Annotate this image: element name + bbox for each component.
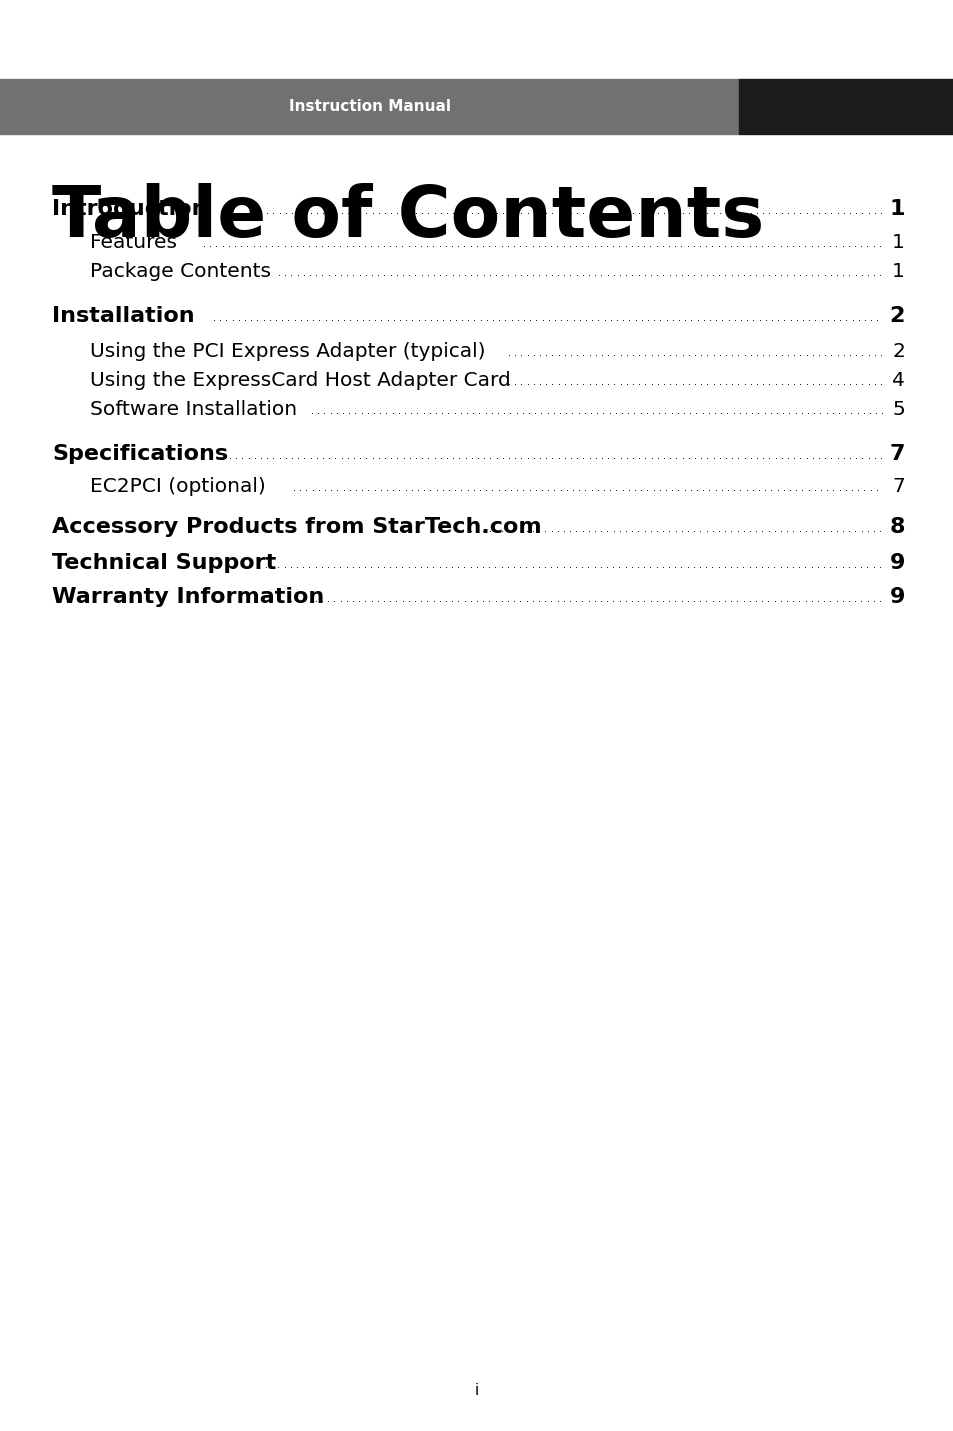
Text: Using the PCI Express Adapter (typical): Using the PCI Express Adapter (typical) bbox=[90, 342, 492, 361]
Text: Installation: Installation bbox=[52, 306, 194, 326]
Text: Accessory Products from StarTech.com: Accessory Products from StarTech.com bbox=[52, 517, 541, 537]
Text: i: i bbox=[475, 1382, 478, 1398]
Text: Features: Features bbox=[90, 233, 177, 252]
Text: Specifications: Specifications bbox=[52, 444, 228, 464]
Text: 7: 7 bbox=[888, 444, 904, 464]
Text: Instruction Manual: Instruction Manual bbox=[289, 99, 450, 114]
Text: Technical Support: Technical Support bbox=[52, 552, 276, 572]
Text: 2: 2 bbox=[889, 306, 904, 326]
Text: 7: 7 bbox=[891, 477, 904, 497]
Bar bbox=[0, 79, 739, 133]
Text: 2: 2 bbox=[891, 342, 904, 361]
Text: Using the ExpressCard Host Adapter Card: Using the ExpressCard Host Adapter Card bbox=[90, 371, 517, 391]
Text: 5: 5 bbox=[891, 401, 904, 419]
Text: Package Contents: Package Contents bbox=[90, 262, 271, 280]
Text: 1: 1 bbox=[891, 262, 904, 280]
Text: 4: 4 bbox=[891, 371, 904, 391]
Text: 1: 1 bbox=[891, 233, 904, 252]
Text: Table of Contents: Table of Contents bbox=[52, 183, 763, 252]
Text: Software Installation: Software Installation bbox=[90, 401, 303, 419]
Text: 9: 9 bbox=[889, 587, 904, 607]
Text: Warranty Information: Warranty Information bbox=[52, 587, 324, 607]
Text: 8: 8 bbox=[888, 517, 904, 537]
Text: 9: 9 bbox=[889, 552, 904, 572]
Bar bbox=[739, 79, 953, 133]
Text: 1: 1 bbox=[888, 199, 904, 219]
Text: Introduction: Introduction bbox=[52, 199, 208, 219]
Text: EC2PCI (optional): EC2PCI (optional) bbox=[90, 477, 266, 497]
